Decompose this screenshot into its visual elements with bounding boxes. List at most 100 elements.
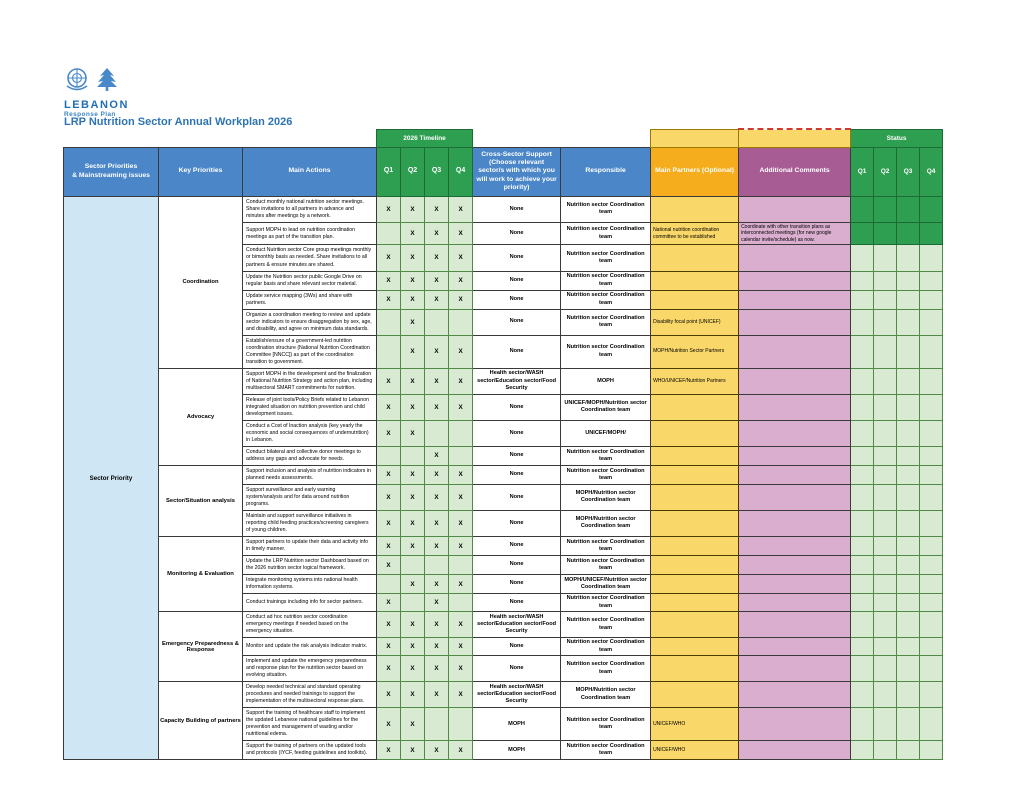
cross-sector-cell: None bbox=[472, 574, 562, 595]
status-q2-cell bbox=[873, 270, 898, 291]
status-q1-cell bbox=[850, 681, 875, 709]
header-q4: Q4 bbox=[448, 146, 474, 197]
timeline-q3-cell: X bbox=[424, 574, 450, 595]
status-q1-cell bbox=[850, 445, 875, 466]
responsible-cell: Nutrition sector Coordination team bbox=[560, 445, 652, 466]
responsible-cell: Nutrition sector Coordination team bbox=[560, 221, 652, 246]
status-q3-cell bbox=[896, 221, 921, 246]
additional-comments-cell bbox=[738, 195, 852, 223]
responsible-cell: Nutrition sector Coordination team bbox=[560, 308, 652, 336]
additional-comments-cell bbox=[738, 270, 852, 291]
timeline-q1-cell: X bbox=[376, 419, 402, 447]
page-title: LRP Nutrition Sector Annual Workplan 202… bbox=[64, 116, 293, 128]
status-q2-cell bbox=[873, 655, 898, 683]
cross-sector-cell: Health sector/WASH sector/Education sect… bbox=[472, 611, 562, 639]
header-status-q1: Q1 bbox=[850, 146, 875, 197]
status-q4-cell bbox=[919, 334, 944, 369]
status-q4-cell bbox=[919, 593, 944, 613]
status-q4-cell bbox=[919, 419, 944, 447]
status-q1-cell bbox=[850, 707, 875, 742]
status-q3-cell bbox=[896, 483, 921, 511]
timeline-q1-cell: X bbox=[376, 393, 402, 421]
responsible-cell: Nutrition sector Coordination team bbox=[560, 270, 652, 291]
status-q3-cell bbox=[896, 367, 921, 395]
additional-comments-cell bbox=[738, 555, 852, 576]
status-q4-cell bbox=[919, 195, 944, 223]
timeline-q2-cell: X bbox=[400, 367, 426, 395]
main-action-cell: Update the Nutrition sector public Googl… bbox=[241, 270, 378, 291]
main-action-cell: Update the LRP Nutrition sector Dashboar… bbox=[241, 555, 378, 576]
status-q4-cell bbox=[919, 740, 944, 761]
band-strip-partners bbox=[650, 128, 740, 148]
column-header-row: Sector Priorities & Mainstreaming issues… bbox=[63, 146, 944, 197]
responsible-cell: Nutrition sector Coordination team bbox=[560, 593, 652, 613]
timeline-q2-cell: X bbox=[400, 611, 426, 639]
status-q3-cell bbox=[896, 509, 921, 537]
main-partners-cell bbox=[650, 535, 740, 557]
responsible-cell: Nutrition sector Coordination team bbox=[560, 740, 652, 761]
lebanon-response-plan-logo: LEBANON Response Plan bbox=[64, 66, 129, 118]
responsible-cell: MOPH/Nutrition sector Coordination team bbox=[560, 681, 652, 709]
status-q2-cell bbox=[873, 611, 898, 639]
status-q4-cell bbox=[919, 308, 944, 336]
header-key-priorities: Key Priorities bbox=[158, 146, 243, 197]
responsible-cell: Nutrition sector Coordination team bbox=[560, 637, 652, 657]
timeline-q4-cell: X bbox=[448, 574, 474, 595]
main-action-cell: Support the training of healthcare staff… bbox=[241, 707, 378, 742]
status-q1-cell bbox=[850, 637, 875, 657]
timeline-q1-cell: X bbox=[376, 367, 402, 395]
timeline-q4-cell: X bbox=[448, 681, 474, 709]
status-q1-cell bbox=[850, 270, 875, 291]
additional-comments-cell bbox=[738, 740, 852, 761]
main-partners-cell: MOPH/Nutrition Sector Partners bbox=[650, 334, 740, 369]
timeline-q4-cell: X bbox=[448, 535, 474, 557]
timeline-q1-cell: X bbox=[376, 593, 402, 613]
timeline-q1-cell: X bbox=[376, 740, 402, 761]
timeline-q3-cell: X bbox=[424, 270, 450, 291]
header-main-partners: Main Partners (Optional) bbox=[650, 146, 740, 197]
workplan-table-body: Sector Priority Coordination Conduct month… bbox=[63, 195, 944, 761]
status-q2-cell bbox=[873, 535, 898, 557]
main-action-cell: Develop needed technical and standard op… bbox=[241, 681, 378, 709]
status-q2-cell bbox=[873, 289, 898, 310]
header-status-q4: Q4 bbox=[919, 146, 944, 197]
status-q1-cell bbox=[850, 593, 875, 613]
status-band-label: Status bbox=[850, 128, 944, 148]
band-blank-mid bbox=[472, 129, 651, 147]
timeline-q2-cell: X bbox=[400, 393, 426, 421]
status-q4-cell bbox=[919, 367, 944, 395]
status-q2-cell bbox=[873, 681, 898, 709]
additional-comments-cell bbox=[738, 611, 852, 639]
status-q4-cell bbox=[919, 244, 944, 272]
responsible-cell: MOPH/Nutrition sector Coordination team bbox=[560, 509, 652, 537]
cross-sector-cell: None bbox=[472, 334, 562, 369]
responsible-cell: MOPH bbox=[560, 367, 652, 395]
timeline-q1-cell: X bbox=[376, 289, 402, 310]
additional-comments-cell bbox=[738, 244, 852, 272]
timeline-q2-cell: X bbox=[400, 270, 426, 291]
timeline-q3-cell: X bbox=[424, 655, 450, 683]
cross-sector-cell: Health sector/WASH sector/Education sect… bbox=[472, 681, 562, 709]
responsible-cell: Nutrition sector Coordination team bbox=[560, 655, 652, 683]
status-q3-cell bbox=[896, 244, 921, 272]
status-q4-cell bbox=[919, 637, 944, 657]
status-q1-cell bbox=[850, 195, 875, 223]
main-partners-cell bbox=[650, 419, 740, 447]
timeline-q4-cell bbox=[448, 445, 474, 466]
timeline-q3-cell bbox=[424, 308, 450, 336]
timeline-q2-cell: X bbox=[400, 740, 426, 761]
main-partners-cell bbox=[650, 195, 740, 223]
main-action-cell: Conduct a Cost of Inaction analysis (key… bbox=[241, 419, 378, 447]
main-partners-cell bbox=[650, 270, 740, 291]
timeline-q1-cell: X bbox=[376, 555, 402, 576]
timeline-q2-cell: X bbox=[400, 707, 426, 742]
header-q3: Q3 bbox=[424, 146, 450, 197]
main-partners-cell bbox=[650, 244, 740, 272]
main-action-cell: Conduct Nutrition sector Core group meet… bbox=[241, 244, 378, 272]
timeline-q2-cell: X bbox=[400, 195, 426, 223]
timeline-q2-cell: X bbox=[400, 289, 426, 310]
band-blank-left bbox=[63, 129, 377, 147]
status-q4-cell bbox=[919, 707, 944, 742]
cross-sector-cell: None bbox=[472, 270, 562, 291]
status-q1-cell bbox=[850, 464, 875, 485]
